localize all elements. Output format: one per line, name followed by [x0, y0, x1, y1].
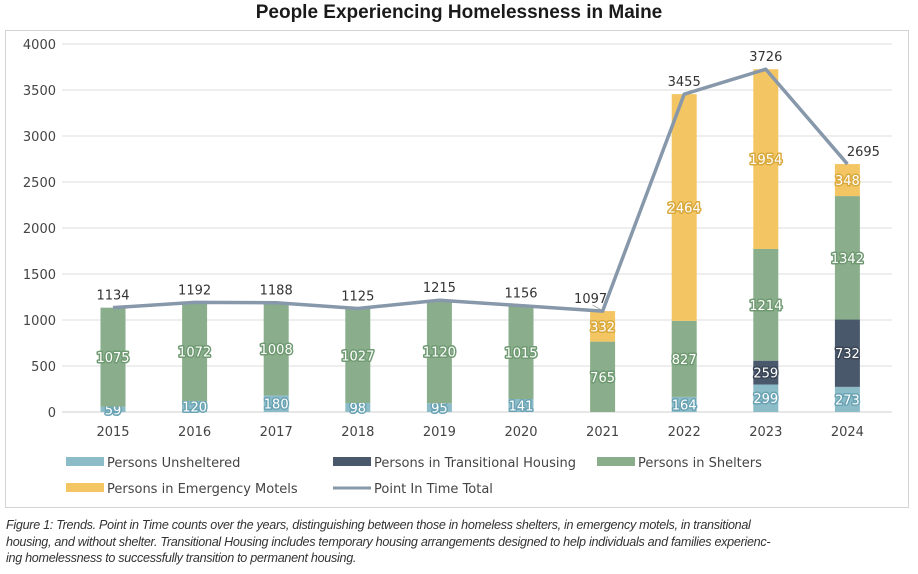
data-label: 1120 — [423, 346, 456, 361]
y-tick-label: 1500 — [23, 268, 56, 283]
bar-segment — [753, 69, 779, 249]
bar-segment — [508, 305, 534, 400]
data-label: 1954 — [749, 153, 782, 168]
data-label: 95 — [431, 402, 448, 417]
y-tick-label: 2500 — [23, 176, 56, 191]
data-label: 273 — [835, 393, 860, 408]
x-tick-label: 2020 — [504, 425, 537, 440]
data-label: 1008 — [260, 343, 293, 358]
x-tick-label: 2017 — [260, 425, 293, 440]
total-label: 3726 — [749, 50, 782, 65]
data-label: 98 — [350, 401, 367, 416]
chart-frame — [5, 30, 909, 508]
bar-segment — [590, 341, 616, 412]
bar-segment — [426, 403, 452, 412]
legend-label: Persons in Transitional Housing — [374, 456, 576, 471]
bar-segment — [590, 311, 616, 342]
bar-segment — [834, 386, 860, 412]
total-label: 1156 — [504, 287, 537, 302]
bar-segment — [182, 302, 208, 401]
leader-line — [592, 304, 602, 311]
data-label: 180 — [264, 398, 289, 413]
data-label: 120 — [182, 400, 207, 415]
x-tick-label: 2021 — [586, 425, 619, 440]
bar-segment — [834, 196, 860, 320]
chart-title: People Experiencing Homelessness in Main… — [255, 2, 663, 23]
y-tick-label: 1000 — [23, 314, 56, 329]
data-label: 348 — [835, 174, 860, 189]
data-label: 164 — [672, 398, 697, 413]
total-line — [112, 67, 849, 313]
y-tick-label: 4000 — [23, 38, 56, 53]
bar-segment — [345, 308, 371, 403]
caption-line: housing, and without shelter. Transition… — [6, 534, 771, 549]
total-label: 3455 — [668, 75, 701, 90]
bar-segment — [834, 164, 860, 197]
x-tick-label: 2018 — [341, 425, 374, 440]
legend-label: Point In Time Total — [374, 482, 493, 497]
bar-segment — [263, 302, 289, 396]
bar-segment — [671, 396, 697, 412]
legend-label: Persons in Shelters — [638, 456, 762, 471]
caption-line: Figure 1: Trends. Point in Time counts o… — [6, 518, 751, 532]
legend-label: Persons Unsheltered — [107, 456, 240, 471]
bar-segment — [753, 248, 779, 361]
data-label: 141 — [509, 400, 534, 415]
x-tick-label: 2016 — [178, 425, 211, 440]
bar-segment — [753, 384, 779, 412]
bar-segment — [100, 406, 126, 412]
total-label: 2695 — [847, 145, 880, 160]
x-tick-label: 2023 — [749, 425, 782, 440]
figure-caption: Figure 1: Trends. Point in Time counts o… — [6, 517, 771, 567]
bar-segment — [426, 300, 452, 404]
bar-segment — [182, 400, 208, 412]
total-label: 1097 — [574, 292, 607, 307]
data-label: 1027 — [341, 350, 374, 365]
y-tick-label: 3000 — [23, 130, 56, 145]
data-label: 765 — [590, 371, 615, 386]
x-tick-label: 2024 — [831, 425, 864, 440]
bar-segment — [263, 395, 289, 412]
bar-segment — [671, 320, 697, 397]
x-tick-label: 2015 — [96, 425, 129, 440]
data-label: 2464 — [668, 201, 701, 216]
x-tick-label: 2022 — [668, 425, 701, 440]
caption-line: ing homelessness to successfully transit… — [6, 551, 357, 565]
bar-segment — [753, 360, 779, 385]
total-label: 1125 — [341, 290, 374, 305]
legend-swatch — [333, 457, 371, 466]
y-tick-label: 0 — [48, 406, 56, 421]
data-label: 1214 — [749, 299, 782, 314]
data-label: 827 — [672, 353, 697, 368]
bar-segment — [345, 402, 371, 412]
legend-label: Persons in Emergency Motels — [107, 482, 298, 497]
y-tick-label: 500 — [31, 360, 56, 375]
bar-segment — [671, 94, 697, 321]
data-label: 299 — [753, 392, 778, 407]
total-label: 1134 — [96, 289, 129, 304]
legend-swatch — [597, 457, 635, 466]
data-label: 1342 — [831, 252, 864, 267]
data-label: 1015 — [504, 346, 537, 361]
x-tick-label: 2019 — [423, 425, 456, 440]
chart: 0 500 1000 1500 2000 2500 3000 3500 4000 2015 2016… — [23, 38, 892, 497]
total-label: 1188 — [260, 284, 293, 299]
legend-swatch — [66, 483, 104, 492]
data-label: 1072 — [178, 346, 211, 361]
bar-segment — [508, 399, 534, 412]
data-label: 1075 — [96, 351, 129, 366]
y-tick-label: 3500 — [23, 84, 56, 99]
total-label: 1215 — [423, 281, 456, 296]
bar-segment — [100, 307, 126, 407]
data-label: 732 — [835, 347, 860, 362]
data-label: 259 — [753, 367, 778, 382]
y-tick-label: 2000 — [23, 222, 56, 237]
total-label: 1192 — [178, 283, 211, 298]
bar-segment — [834, 319, 860, 387]
legend-swatch — [66, 457, 104, 466]
data-label: 332 — [590, 320, 615, 335]
